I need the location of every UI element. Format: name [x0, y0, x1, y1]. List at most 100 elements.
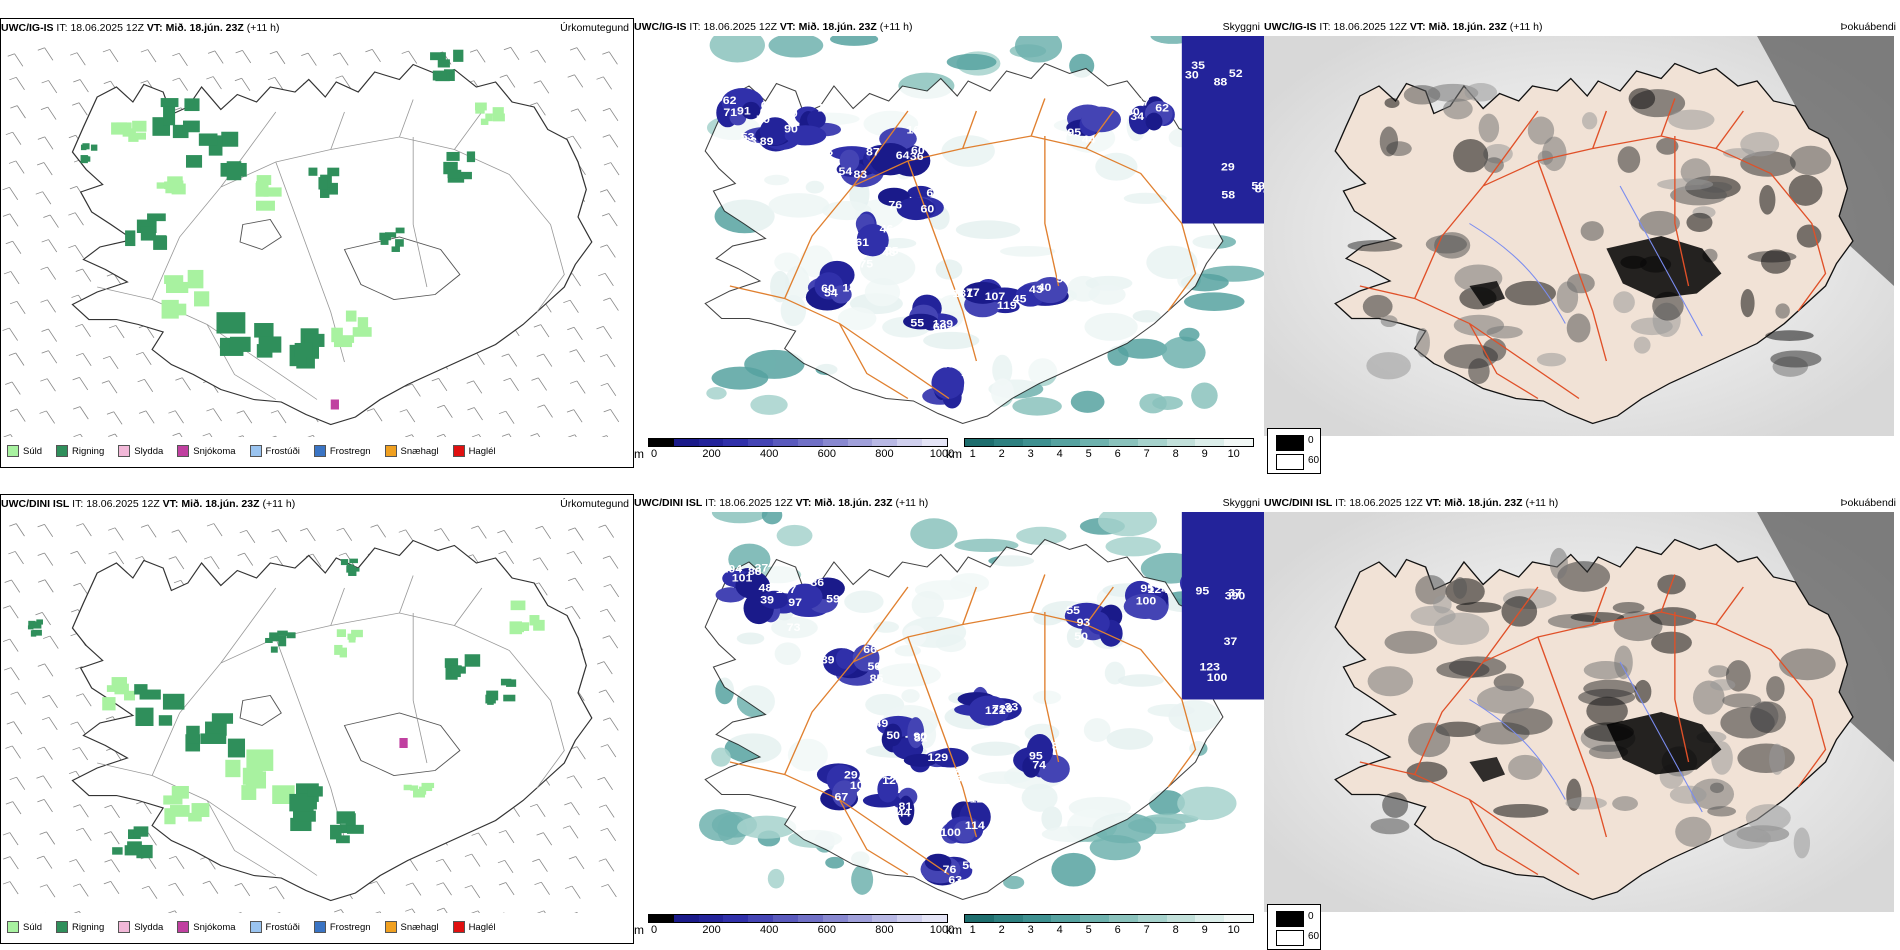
cloud-base-cell	[856, 223, 889, 257]
fog-index-cell	[1638, 210, 1680, 236]
wind-barb	[497, 530, 513, 544]
fog-index-cell	[1443, 344, 1498, 369]
wind-barb	[369, 881, 386, 895]
cloud-base-label: 87	[866, 145, 880, 158]
model-name: UWC/IG-IS	[1, 22, 54, 34]
legend-item: Slydda	[118, 921, 163, 933]
wind-barb	[398, 529, 415, 543]
precip-cell	[492, 113, 505, 122]
wind-barb	[41, 239, 58, 253]
wind-barb	[168, 882, 184, 896]
wind-barb	[497, 859, 514, 873]
wind-barb	[7, 53, 24, 67]
lead-time: (+11 h)	[262, 498, 296, 510]
cloud-base-label: 37	[1224, 634, 1238, 647]
fog-index-cell	[1779, 648, 1836, 681]
precip-cell	[246, 749, 274, 771]
fog-index-map	[1264, 512, 1894, 912]
wind-barb	[103, 831, 120, 845]
wind-barb	[8, 352, 25, 366]
legend-label: Snjókoma	[193, 921, 236, 933]
precip-cell	[256, 200, 275, 211]
legend-item: Snæhagl	[384, 921, 439, 933]
colorbar-step	[897, 439, 923, 446]
wind-barb	[269, 51, 286, 65]
wind-barb	[305, 553, 322, 567]
colorbar-step	[673, 915, 699, 922]
precip-cell	[134, 684, 148, 695]
precip-cell	[460, 171, 472, 180]
fog-index-cell	[1708, 665, 1730, 678]
wind-barb	[106, 411, 123, 425]
colorbar-unit: m	[634, 447, 644, 461]
precip-cell	[139, 689, 161, 700]
wind-barb	[73, 804, 89, 818]
fog-index-cell	[1453, 138, 1489, 173]
wind-barb	[600, 382, 617, 397]
visibility-cell	[1016, 526, 1067, 545]
wind-barb	[566, 775, 583, 789]
fog-index-cell	[1469, 281, 1506, 306]
wind-barb	[570, 746, 586, 760]
wind-barb	[36, 775, 52, 789]
fog-legend: 0 60	[1267, 428, 1321, 474]
visibility-cell	[1051, 852, 1096, 887]
legend-swatch	[56, 445, 69, 457]
panel-header: UWC/IG-IS IT: 18.06.2025 12Z VT: Mið. 18…	[1, 19, 633, 37]
colorbar-step	[965, 915, 994, 922]
road-network	[97, 99, 565, 400]
precip-cell	[225, 759, 241, 778]
legend-label: Slydda	[134, 921, 164, 933]
wind-barb	[140, 49, 157, 63]
terrain-colorbar: m 0 200 400 600 800 1000	[634, 438, 954, 462]
it-label: IT:	[72, 498, 84, 510]
cloud-base-cell	[968, 695, 1010, 726]
cloud-base-label: 65	[954, 765, 968, 778]
fog-index-cell	[1675, 816, 1712, 847]
fog-index-cell	[1710, 679, 1736, 691]
colorbar-tick: 800	[875, 924, 894, 936]
fog-legend-label: 0	[1308, 911, 1314, 922]
wind-barb	[43, 635, 59, 649]
wind-barb	[268, 886, 285, 900]
wind-barb	[533, 324, 550, 338]
visibility-cell	[954, 538, 1019, 552]
colorbar-step	[847, 915, 873, 922]
wind-barb	[602, 51, 618, 65]
colorbar-step	[748, 439, 774, 446]
cloud-base-label: 29	[1221, 160, 1235, 173]
fog-index-cell	[1549, 547, 1568, 579]
wind-barb	[375, 911, 382, 913]
wind-barb	[36, 162, 53, 176]
wind-barb	[202, 880, 219, 894]
wind-barb	[598, 858, 615, 872]
road-network	[1359, 98, 1827, 400]
visibility-cell	[1143, 813, 1199, 824]
wind-barb	[238, 912, 242, 913]
cloud-base-label: 90	[913, 730, 927, 743]
wind-barb	[5, 801, 22, 815]
wind-barb	[39, 410, 56, 424]
wind-barb	[72, 747, 89, 761]
precip-cell	[334, 644, 343, 655]
precip-cell	[27, 625, 34, 630]
precip-cell	[500, 678, 512, 686]
wind-barb	[471, 434, 482, 437]
precip-cell	[391, 246, 400, 252]
precip-cell	[165, 185, 178, 194]
cloud-base-label: 64	[896, 148, 910, 161]
colorbar-tick: 200	[702, 924, 721, 936]
wind-barb	[73, 79, 89, 93]
precip-cell	[163, 106, 176, 126]
it-label: IT:	[705, 497, 717, 509]
precip-cell	[272, 785, 295, 804]
precip-cell	[90, 144, 98, 151]
colorbar-step	[673, 439, 699, 446]
cloud-base-cell	[839, 149, 860, 172]
precip-cell	[509, 621, 523, 635]
wind-barb	[562, 825, 579, 839]
colorbar-step	[797, 439, 823, 446]
wind-barb	[601, 213, 618, 227]
wind-barb	[8, 160, 25, 174]
wind-barb	[108, 527, 124, 541]
